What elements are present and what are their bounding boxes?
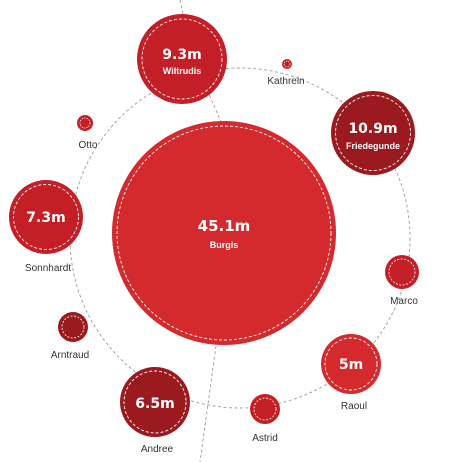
bubble-otto-circle xyxy=(77,115,93,131)
bubble-kathrein-label: Kathrein xyxy=(267,76,304,87)
connector-top xyxy=(179,0,184,15)
bubble-friedegunde-name: Friedegunde xyxy=(346,141,400,151)
bubble-arntraud[interactable]: Arntraud xyxy=(51,312,89,361)
bubble-wiltrudis-circle xyxy=(137,14,227,104)
bubble-sonnhardt-dashed-ring xyxy=(13,184,79,250)
bubble-wiltrudis-dashed-ring xyxy=(141,18,223,100)
bubble-sonnhardt[interactable]: 7.3m Sonnhardt xyxy=(9,180,83,274)
bubble-sonnhardt-value: 7.3m xyxy=(26,210,65,226)
bubble-kathrein-circle xyxy=(282,59,292,69)
bubble-raoul-circle xyxy=(321,334,381,394)
bubble-marco[interactable]: Marco xyxy=(385,255,419,307)
bubble-sonnhardt-label: Sonnhardt xyxy=(25,263,71,274)
bubble-marco-dashed-ring xyxy=(388,258,416,286)
bubble-otto-label: Otto xyxy=(79,140,98,151)
bubble-raoul-value: 5m xyxy=(339,357,363,373)
bubble-raoul[interactable]: 5m Raoul xyxy=(321,334,381,412)
bubble-burgis-circle xyxy=(112,121,336,345)
bubble-andree-circle xyxy=(120,367,190,437)
bubble-arntraud-circle xyxy=(58,312,88,342)
bubble-arntraud-dashed-ring xyxy=(61,315,85,339)
bubble-friedegunde-value: 10.9m xyxy=(348,121,397,137)
bubble-andree[interactable]: 6.5m Andree xyxy=(120,367,190,455)
bubble-marco-label: Marco xyxy=(390,296,418,307)
bubble-astrid-label: Astrid xyxy=(252,433,278,444)
bubble-otto-dashed-ring xyxy=(79,117,91,129)
bubble-otto[interactable]: Otto xyxy=(77,115,98,151)
bubble-raoul-label: Raoul xyxy=(341,401,367,412)
bubble-friedegunde-circle xyxy=(331,91,415,175)
bubble-burgis-value: 45.1m xyxy=(198,217,251,235)
bubble-wiltrudis-name: Wiltrudis xyxy=(163,66,201,76)
bubble-burgis-name: Burgis xyxy=(210,240,239,250)
bubble-kathrein[interactable]: Kathrein xyxy=(267,59,305,87)
bubble-wiltrudis[interactable]: 9.3m Wiltrudis xyxy=(137,14,227,104)
bubble-burgis-dashed-ring xyxy=(116,125,332,341)
bubble-astrid-dashed-ring xyxy=(253,397,277,421)
bubble-kathrein-dashed-ring xyxy=(283,60,291,68)
bubble-friedegunde[interactable]: 10.9m Friedegunde xyxy=(331,91,415,175)
bubble-astrid[interactable]: Astrid xyxy=(250,394,280,444)
bubble-andree-value: 6.5m xyxy=(135,396,174,412)
bubble-sonnhardt-circle xyxy=(9,180,83,254)
bubble-andree-dashed-ring xyxy=(123,370,187,434)
bubble-andree-label: Andree xyxy=(141,444,174,455)
bubble-burgis[interactable]: 45.1m Burgis xyxy=(112,121,336,345)
bubble-wiltrudis-value: 9.3m xyxy=(162,47,201,63)
bubble-arntraud-label: Arntraud xyxy=(51,350,89,361)
bubble-astrid-circle xyxy=(250,394,280,424)
bubble-raoul-dashed-ring xyxy=(324,337,378,391)
bubble-friedegunde-dashed-ring xyxy=(335,95,411,171)
bubble-marco-circle xyxy=(385,255,419,289)
